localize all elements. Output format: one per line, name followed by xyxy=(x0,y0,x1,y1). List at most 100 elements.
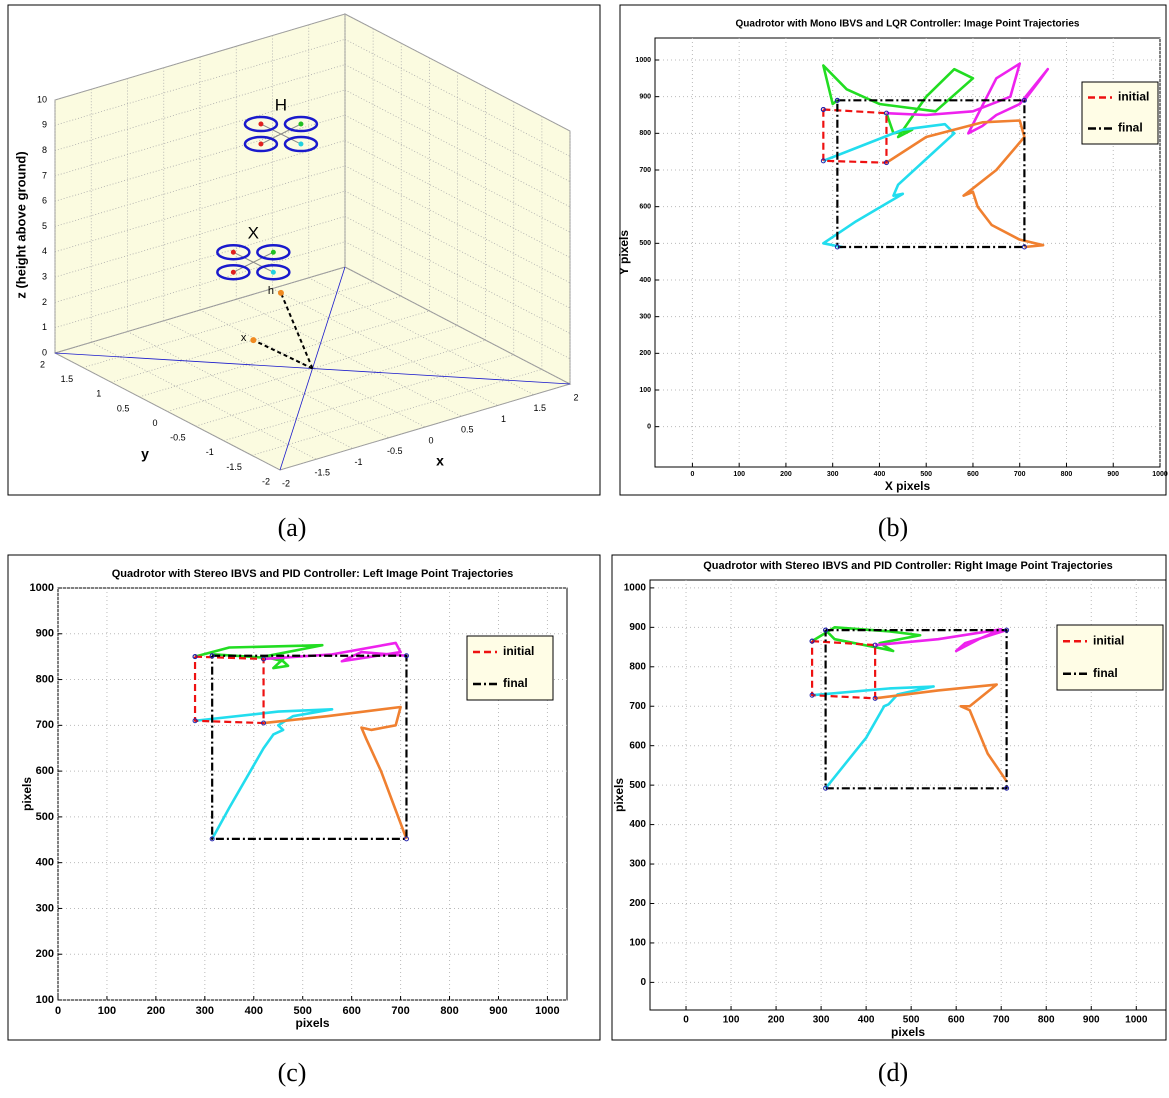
rotor xyxy=(283,135,319,153)
corner-point xyxy=(1021,244,1027,250)
x-tick-label: 800 xyxy=(1061,471,1073,478)
grid-line xyxy=(54,89,346,177)
x-tick-label: 1.5 xyxy=(533,403,546,413)
grid-line xyxy=(54,190,346,278)
x-tick-label: -2 xyxy=(282,478,290,488)
legend-box xyxy=(1056,624,1164,691)
corner-point xyxy=(209,653,215,659)
corner-point xyxy=(872,695,878,701)
trajectory xyxy=(875,628,1007,653)
trajectory xyxy=(194,708,334,840)
y-tick-label: 0 xyxy=(640,977,646,988)
trajectory xyxy=(193,655,265,725)
z-tick-label: 7 xyxy=(42,170,47,180)
x-axis-label: x xyxy=(436,453,444,469)
grid-line xyxy=(163,320,389,439)
y-axis-label: Y pixels xyxy=(617,230,631,275)
y-axis-label: pixels xyxy=(612,778,626,812)
legend-box xyxy=(466,635,554,701)
trajectory xyxy=(810,640,877,700)
corner-point xyxy=(209,836,215,842)
x-tick-label: -1 xyxy=(354,457,362,467)
grid-line xyxy=(91,341,317,460)
y-tick-label: 200 xyxy=(36,948,54,960)
quadrotor-arm xyxy=(233,251,274,273)
corner-point xyxy=(403,653,409,659)
grid-line xyxy=(54,241,346,329)
grid-line xyxy=(344,38,571,157)
target-label: h xyxy=(268,285,274,297)
corner-point xyxy=(261,720,267,726)
y-tick-label: 400 xyxy=(639,277,651,284)
trajectory xyxy=(811,626,922,653)
z-tick-label: 10 xyxy=(37,94,47,104)
legend-label: final xyxy=(1118,121,1143,135)
quadrotor-arm xyxy=(260,123,302,145)
y-tick-label: -0.5 xyxy=(170,433,186,443)
grid-line xyxy=(272,288,498,406)
rotor xyxy=(216,263,251,281)
grid-line xyxy=(54,13,346,101)
legend-label: final xyxy=(503,676,528,690)
corner-point xyxy=(403,836,409,842)
x-tick-label: 0 xyxy=(690,471,694,478)
chart-title: Quadrotor with Stereo IBVS and PID Contr… xyxy=(703,560,1113,572)
x-axis-label: pixels xyxy=(295,1016,329,1030)
x-tick-label: 500 xyxy=(920,471,932,478)
grid-line xyxy=(54,165,346,253)
x-tick-label: 0 xyxy=(683,1015,689,1026)
legend-label: initial xyxy=(1093,633,1124,647)
y-axis-label: y xyxy=(141,446,149,462)
y-tick-label: 1000 xyxy=(30,582,54,594)
x-tick-label: 200 xyxy=(147,1005,165,1017)
x-tick-label: 2 xyxy=(573,392,578,402)
y-tick-label: 200 xyxy=(639,350,651,357)
y-tick-label: 600 xyxy=(629,740,646,751)
x-tick-label: -1.5 xyxy=(314,468,330,478)
grid-line xyxy=(54,64,346,151)
y-tick-label: 1000 xyxy=(635,57,651,64)
grid-line xyxy=(279,383,571,471)
y-tick-label: 800 xyxy=(629,661,646,672)
rotor xyxy=(283,115,319,133)
caption: (c) xyxy=(278,1058,307,1087)
x-tick-label: 900 xyxy=(1107,471,1119,478)
x-tick-label: -0.5 xyxy=(387,446,403,456)
corner-point xyxy=(809,638,815,644)
y-tick-label: 0 xyxy=(647,424,651,431)
y-tick-label: 800 xyxy=(639,130,651,137)
caption: (b) xyxy=(878,513,908,542)
z-tick-label: 4 xyxy=(42,246,47,256)
corner-point xyxy=(834,244,840,250)
target-label: x xyxy=(241,332,247,344)
rotor xyxy=(243,115,279,133)
rotor-hub xyxy=(270,269,276,275)
z-tick-label: 2 xyxy=(42,297,47,307)
grid-line xyxy=(139,310,430,398)
y-tick-label: 0.5 xyxy=(117,403,130,413)
x-axis-label: pixels xyxy=(891,1025,925,1039)
x-tick-label: 1000 xyxy=(1125,1015,1148,1026)
y-tick-label: -1 xyxy=(206,447,214,457)
target-link xyxy=(252,339,313,370)
corner-point xyxy=(883,110,889,116)
plot-area xyxy=(654,37,1161,468)
x-tick-label: 400 xyxy=(245,1005,263,1017)
corner-point xyxy=(823,785,829,791)
corner-point xyxy=(1021,97,1027,103)
rotor-hub xyxy=(230,249,236,255)
corner-point xyxy=(834,97,840,103)
corner-point xyxy=(1004,785,1010,791)
corner-point xyxy=(1004,627,1010,633)
rotor xyxy=(243,135,279,153)
chart-title: Quadrotor with Mono IBVS and LQR Control… xyxy=(736,19,1080,30)
y-tick-label: 900 xyxy=(36,628,54,640)
grid-line xyxy=(344,165,571,284)
trajectory xyxy=(886,62,1050,135)
corner-point xyxy=(872,642,878,648)
y-tick-label: 800 xyxy=(36,673,54,685)
y-tick-label: 1000 xyxy=(624,583,647,594)
x-tick-label: 100 xyxy=(723,1015,740,1026)
y-tick-label: 500 xyxy=(36,811,54,823)
